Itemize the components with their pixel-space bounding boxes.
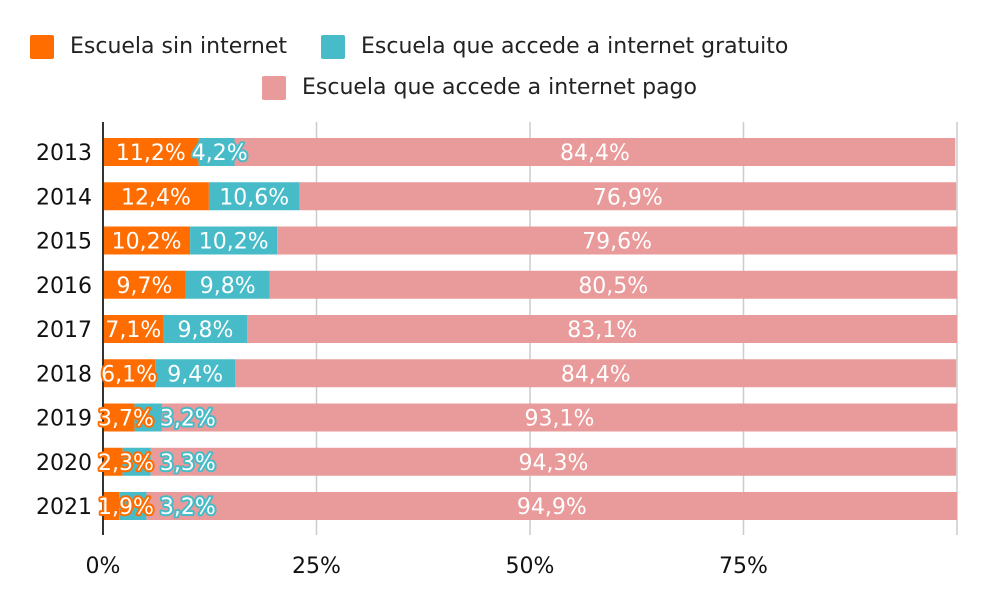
category-label: 2021 [36,495,92,520]
data-label: 9,4% [167,362,223,387]
bar-segment [277,226,957,255]
category-label: 2019 [36,407,92,432]
bar-segment [103,403,135,432]
bar-segment [103,270,186,299]
legend-swatch [321,34,346,59]
legend-item-gratuito[interactable]: Escuela que accede a internet gratuito [321,34,788,59]
category-label: 2013 [36,141,92,166]
category-label: 2015 [36,230,92,255]
data-label: 9,8% [200,274,256,299]
data-label: 10,2% [112,230,182,255]
x-tick-label: 0% [86,554,121,579]
data-label: 76,9% [593,185,663,210]
data-label: 3,2% [160,407,216,432]
data-label: 80,5% [578,274,648,299]
data-label: 6,1% [101,362,157,387]
legend-label: Escuela sin internet [70,34,288,59]
bar-segment [103,359,156,388]
bar-segment [103,492,120,520]
legend-row-2: Escuela que accede a internet pago [262,75,697,100]
data-label: 79,6% [582,230,652,255]
data-label: 93,1% [525,407,595,432]
data-label: 9,7% [116,274,172,299]
data-label: 10,6% [219,185,289,210]
legend-item-sin-internet[interactable]: Escuela sin internet [30,34,287,59]
bar-segment [190,226,278,255]
bar-segment [269,270,957,299]
data-label: 11,2% [116,141,186,166]
bar-segment [103,226,191,255]
bar-segment [103,315,164,343]
x-tick-label: 75% [719,554,768,579]
legend-label: Escuela que accede a internet gratuito [361,34,789,59]
category-label: 2017 [36,318,92,343]
bar-segment [208,182,300,211]
data-label: 12,4% [121,185,191,210]
data-label: 3,3% [160,451,216,476]
bar-segment [146,492,957,520]
data-label: 83,1% [567,318,637,343]
bar-segment [234,138,956,166]
data-label: 7,1% [105,318,161,343]
bar-segment [134,403,162,432]
bar-segment [150,447,957,476]
bar-segment [161,403,957,432]
bar-segment [103,138,199,166]
bar-segment [103,447,123,476]
data-label: 3,2% [160,495,216,520]
legend-label: Escuela que accede a internet pago [302,75,697,100]
legend-swatch [262,75,286,100]
bar-segment [247,315,958,343]
legend-item-pago[interactable]: Escuela que accede a internet pago [262,75,697,100]
bar-segment [299,182,957,211]
category-label: 2014 [36,185,92,210]
data-label: 9,8% [178,318,234,343]
legend-row-1: Escuela sin internet Escuela que accede … [30,34,788,59]
bar-segment [185,270,270,299]
data-label: 94,3% [519,451,589,476]
x-tick-label: 25% [292,554,341,579]
category-label: 2018 [36,362,92,387]
bar-segment [119,492,147,520]
bar-segment [122,447,151,476]
data-label: 84,4% [561,362,631,387]
data-label: 3,7% [98,407,154,432]
data-label: 2,3% [98,451,154,476]
data-label: 1,9% [98,495,154,520]
category-label: 2016 [36,274,92,299]
bar-segment [163,315,248,343]
category-label: 2020 [36,451,92,476]
data-label: 4,2% [192,141,248,166]
bar-segment [103,182,209,211]
data-label: 10,2% [199,230,269,255]
bar-segment [198,138,235,166]
bar-segment [235,359,957,388]
legend-swatch [30,34,54,59]
data-label: 84,4% [560,141,630,166]
x-tick-label: 50% [506,554,555,579]
bar-segment [155,359,236,388]
data-label: 94,9% [517,495,587,520]
